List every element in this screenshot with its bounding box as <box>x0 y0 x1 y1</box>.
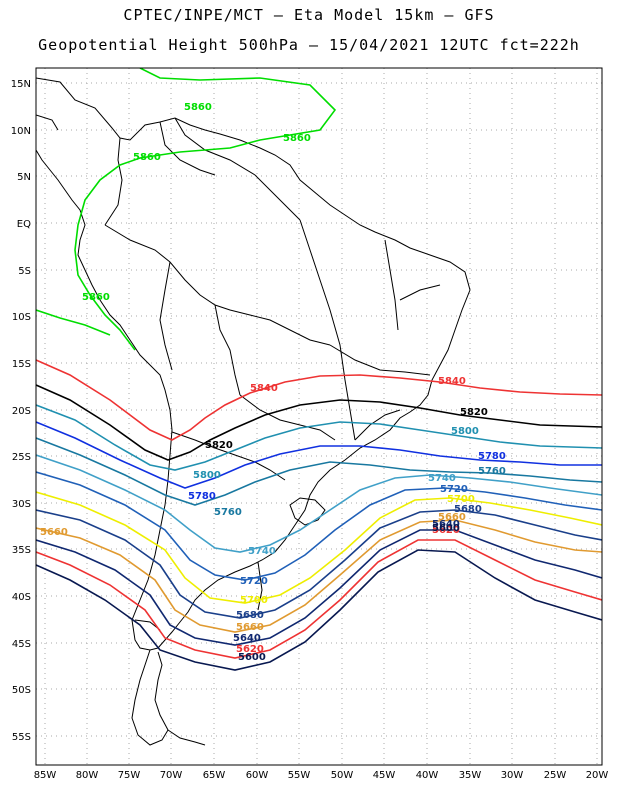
lon-label: 85W <box>34 770 57 781</box>
contour-label-5620: 5620 <box>236 644 264 655</box>
lon-label: 45W <box>373 770 396 781</box>
contour-line-5760 <box>36 437 602 506</box>
contour-label-5800: 5800 <box>451 426 479 437</box>
contour-label-5600: 5600 <box>238 652 266 663</box>
contour-label-5720: 5720 <box>240 576 268 587</box>
contour-line-5820 <box>36 384 602 461</box>
contour-label-5640: 5640 <box>233 633 261 644</box>
lon-label: 55W <box>288 770 311 781</box>
contour-label-5800: 5800 <box>193 470 221 481</box>
contour-label-5660: 5660 <box>236 622 264 633</box>
contour-line-5700 <box>36 491 602 604</box>
lat-label: 5N <box>17 172 31 183</box>
lat-label: EQ <box>17 219 31 230</box>
contour-label-5780: 5780 <box>478 451 506 462</box>
map-frame <box>35 67 603 766</box>
lon-label: 30W <box>501 770 524 781</box>
contour-line-5680 <box>36 509 602 619</box>
lat-label: 55S <box>12 732 31 743</box>
contour-label-5760: 5760 <box>214 507 242 518</box>
contour-label-5860: 5860 <box>133 152 161 163</box>
contour-line-5600 <box>36 549 602 671</box>
lon-label: 50W <box>331 770 354 781</box>
contour-line-5740 <box>36 454 602 553</box>
contour-line-5620 <box>36 539 602 659</box>
lon-label: 70W <box>160 770 183 781</box>
contour-line-5780 <box>36 421 602 489</box>
lat-label: 35S <box>12 545 31 556</box>
lat-label: 15N <box>11 79 31 90</box>
contour-line-5720 <box>36 471 602 581</box>
lon-label: 20W <box>586 770 609 781</box>
lat-label: 10S <box>12 312 31 323</box>
lat-label: 25S <box>12 452 31 463</box>
lat-label: 20S <box>12 406 31 417</box>
contour-label-5860: 5860 <box>283 133 311 144</box>
contour-label-5860: 5860 <box>82 292 110 303</box>
lon-label: 40W <box>416 770 439 781</box>
map-title-line-2: Geopotential Height 500hPa – 15/04/2021 … <box>38 36 580 54</box>
contour-label-5680: 5680 <box>454 504 482 515</box>
contour-label-5660: 5660 <box>438 512 466 523</box>
lon-label: 25W <box>544 770 567 781</box>
contour-label-5780: 5780 <box>188 491 216 502</box>
contour-label-5640: 5640 <box>432 519 460 530</box>
lon-label: 75W <box>118 770 141 781</box>
contour-label-5700: 5700 <box>240 595 268 606</box>
lat-label: 30S <box>12 499 31 510</box>
lon-label: 80W <box>76 770 99 781</box>
contour-line-5860-north <box>74 68 337 351</box>
lon-label: 60W <box>246 770 269 781</box>
contour-line-5800 <box>36 404 602 471</box>
contour-label-5740: 5740 <box>248 546 276 557</box>
contour-label-5840: 5840 <box>250 383 278 394</box>
map-grid <box>36 68 602 765</box>
contour-label-5760: 5760 <box>478 466 506 477</box>
lat-label: 50S <box>12 685 31 696</box>
lat-label: 15S <box>12 359 31 370</box>
contour-label-5600: 5600 <box>432 523 460 534</box>
contour-line-5860-coast <box>36 309 111 336</box>
contour-label-5860: 5860 <box>184 102 212 113</box>
contour-label-5840: 5840 <box>438 376 466 387</box>
contour-label-5820: 5820 <box>205 440 233 451</box>
contour-line-5640 <box>36 529 602 646</box>
lat-label: 10N <box>11 126 31 137</box>
lat-label: 45S <box>12 639 31 650</box>
contour-label-5660: 5660 <box>40 527 68 538</box>
contour-label-5820: 5820 <box>460 407 488 418</box>
map-title-line-1: CPTEC/INPE/MCT – Eta Model 15km – GFS <box>123 6 495 24</box>
contour-line-5660 <box>36 519 602 633</box>
lat-label: 40S <box>12 592 31 603</box>
contour-label-5720: 5720 <box>440 484 468 495</box>
contour-label-5680: 5680 <box>236 610 264 621</box>
lon-label: 35W <box>459 770 482 781</box>
lon-label: 65W <box>203 770 226 781</box>
contour-line-5840 <box>36 359 602 441</box>
lat-label: 5S <box>18 266 31 277</box>
contour-label-5700: 5700 <box>447 494 475 505</box>
contour-label-5740: 5740 <box>428 473 456 484</box>
continent-outline <box>36 77 471 746</box>
contour-label-5620: 5620 <box>432 525 460 536</box>
